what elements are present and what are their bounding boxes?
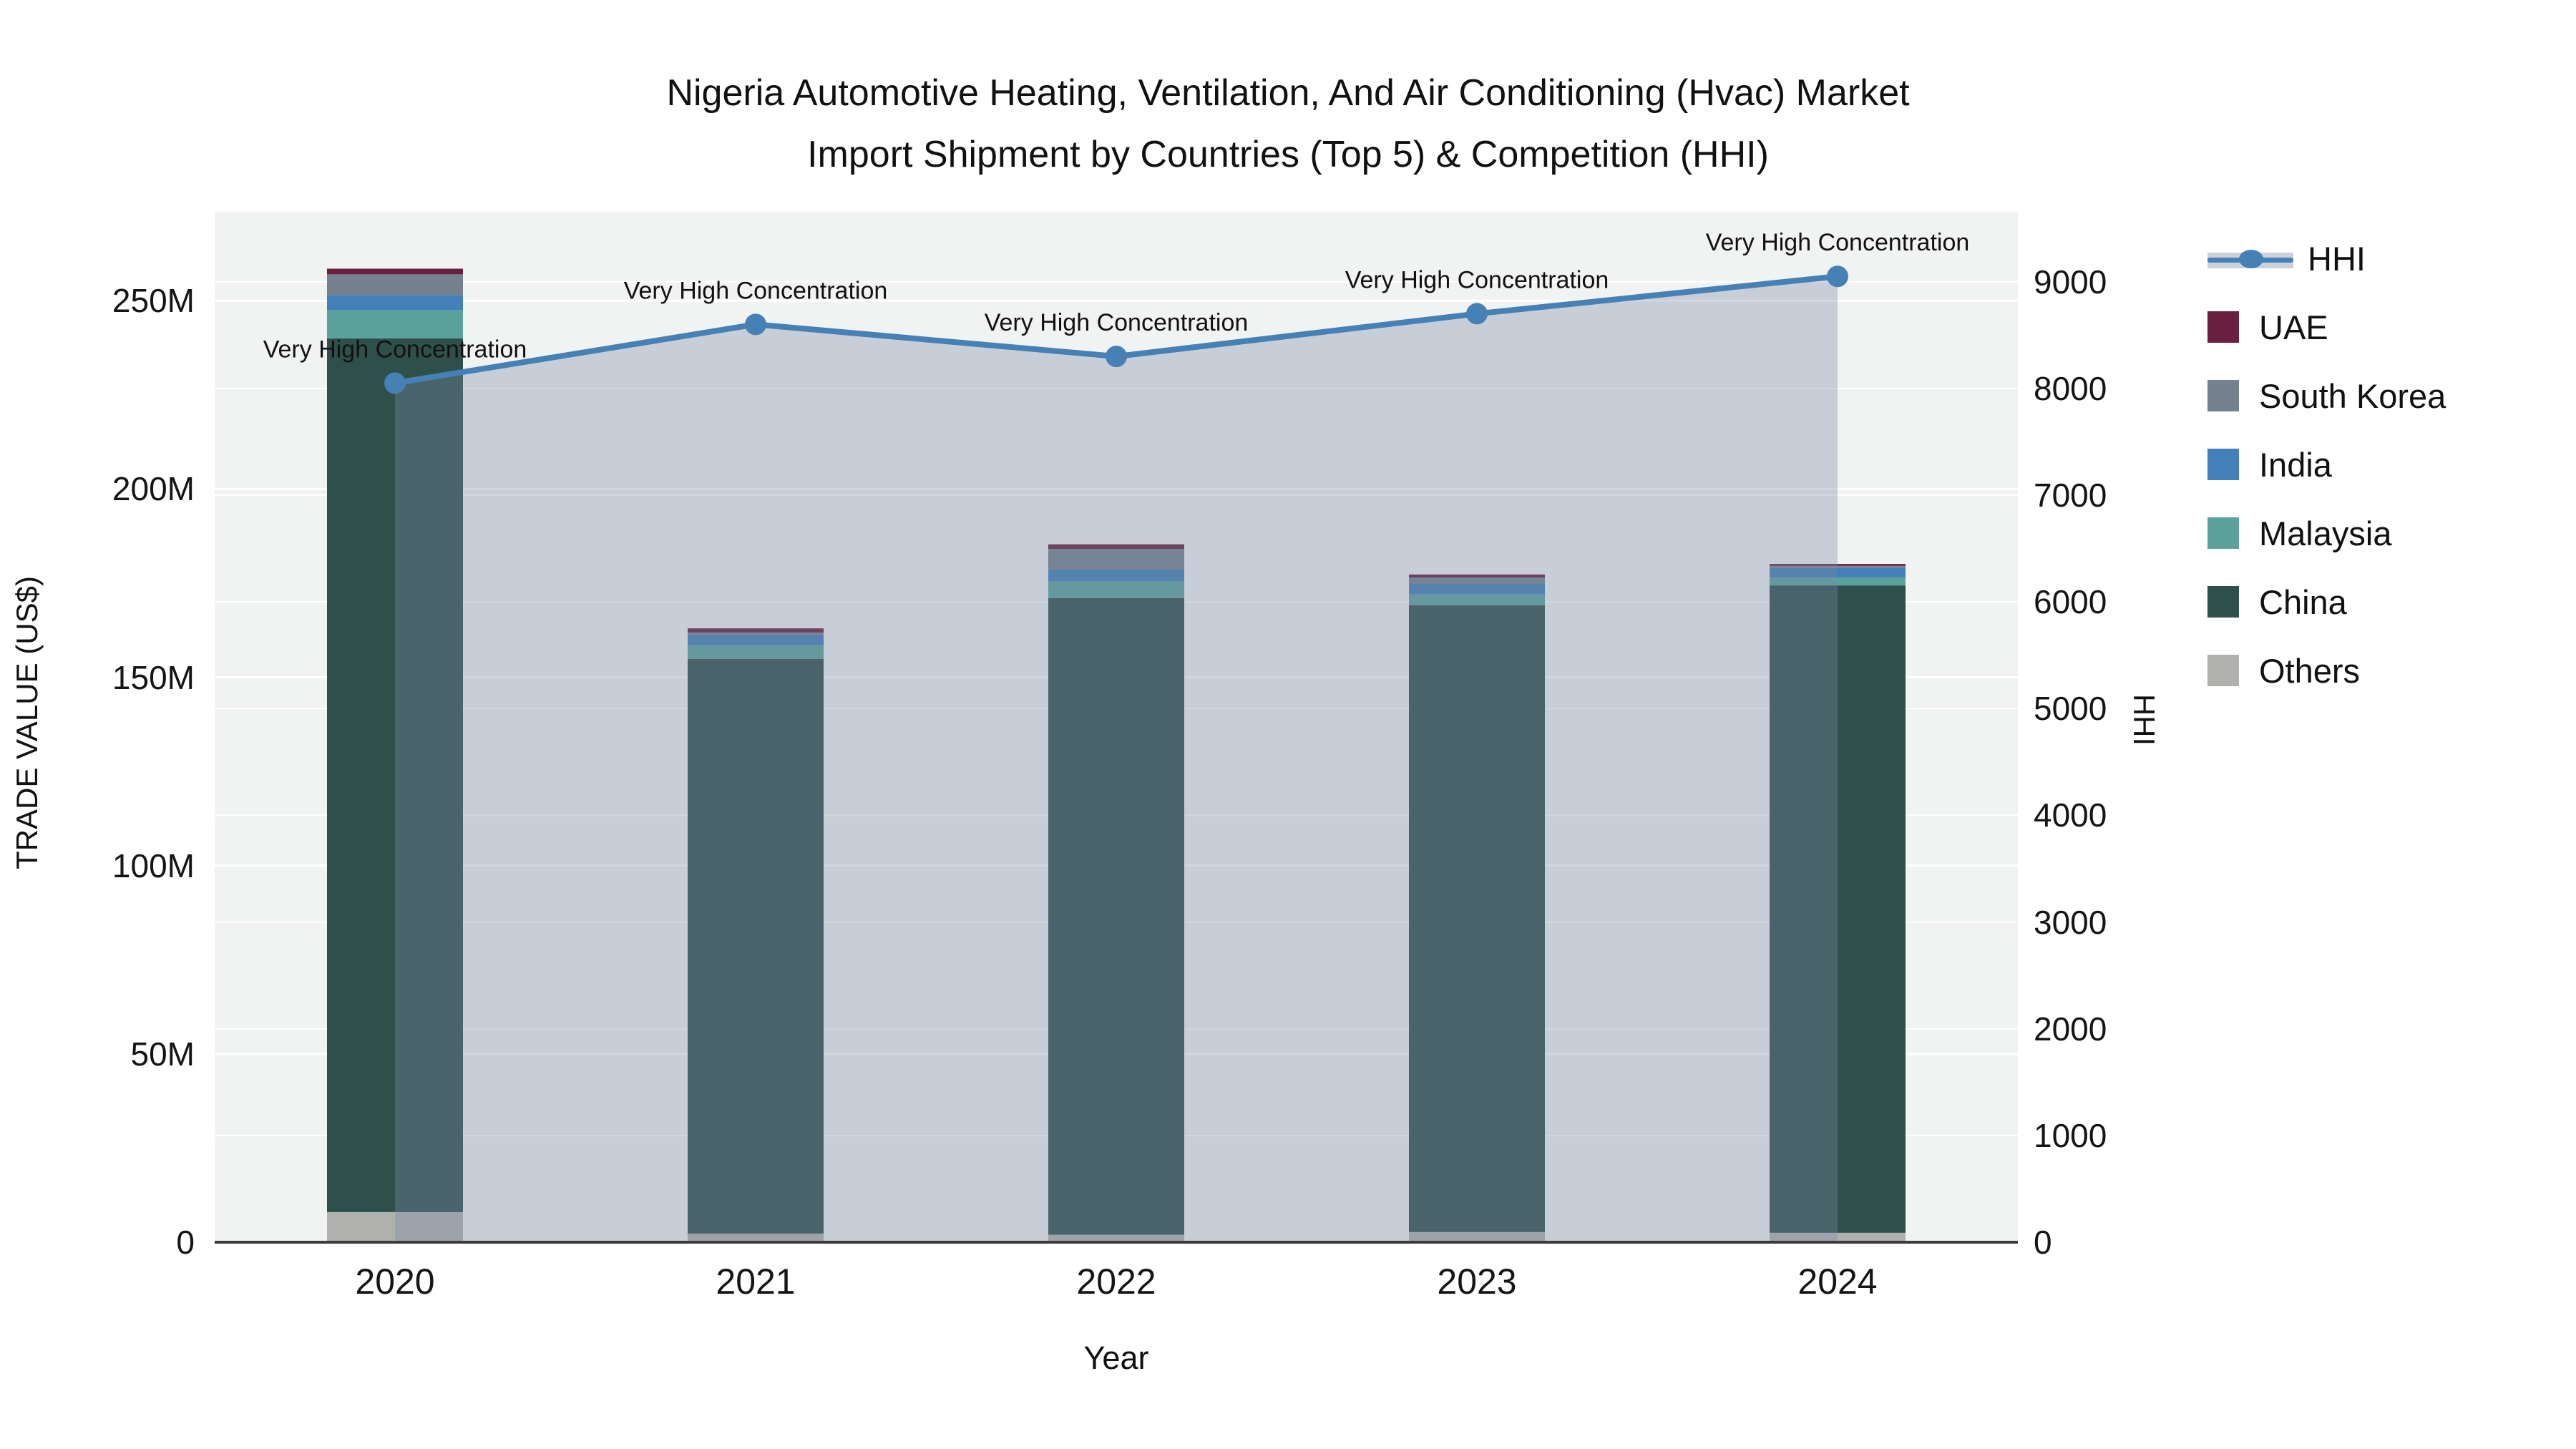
bar-segment-india-2021[interactable] [688,635,824,645]
plot-svg: Very High Concentration Very High Concent… [215,229,2018,1244]
y-right-tick-0: 0 [2034,1224,2052,1261]
hhi-area-fill [395,276,1838,1242]
bar-segment-china-2024[interactable] [1770,585,1906,1233]
bar-segment-others-2023[interactable] [1409,1231,1545,1242]
bar-segment-south-korea-2023[interactable] [1409,577,1545,584]
legend-label: HHI [2308,239,2366,278]
legend-item-malaysia[interactable]: Malaysia [2207,499,2446,567]
bar-segment-others-2020[interactable] [327,1211,463,1242]
y-right-tick-5000: 5000 [2034,690,2107,728]
y-left-tick-50M: 50M [130,1035,195,1073]
legend-swatch-uae [2207,311,2239,343]
y-right-tick-6000: 6000 [2034,583,2107,621]
annotation-2021: Very High Concentration [624,277,888,304]
y-right-tick-2000: 2000 [2034,1010,2107,1048]
y-right-tick-1000: 1000 [2034,1116,2107,1154]
bar-segment-malaysia-2023[interactable] [1409,594,1545,605]
bar-segment-south-korea-2024[interactable] [1770,565,1906,568]
chart-title-line1: Nigeria Automotive Heating, Ventilation,… [666,72,1910,114]
bar-segment-india-2020[interactable] [327,295,463,311]
y-right-tick-8000: 8000 [2034,369,2107,407]
x-tick-2024: 2024 [1797,1262,1878,1302]
legend-swatch-china [2207,586,2239,618]
legend-swatch-south-korea [2207,380,2239,411]
y-right-tick-9000: 9000 [2034,263,2107,301]
legend-label: UAE [2259,308,2328,346]
y-right-tick-3000: 3000 [2034,903,2107,941]
legend-swatch-malaysia [2207,517,2239,549]
hhi-point-2023[interactable] [1466,303,1488,325]
hhi-point-2024[interactable] [1827,265,1848,288]
y-left-tick-100M: 100M [112,847,195,884]
x-tick-2023: 2023 [1437,1262,1517,1302]
legend-item-hhi[interactable]: HHI [2207,224,2446,293]
y-left-tick-250M: 250M [112,282,195,320]
legend-label: Malaysia [2259,514,2392,552]
legend-item-uae[interactable]: UAE [2207,293,2446,361]
bar-segment-uae-2022[interactable] [1048,544,1184,550]
x-tick-2021: 2021 [716,1262,796,1302]
legend-item-south-korea[interactable]: South Korea [2207,361,2446,430]
bar-segment-india-2023[interactable] [1409,584,1545,595]
legend-label: South Korea [2259,376,2446,415]
legend-swatch-others [2207,655,2239,686]
legend-item-india[interactable]: India [2207,430,2446,499]
y-left-tick-0: 0 [176,1224,195,1261]
bar-segment-south-korea-2021[interactable] [688,632,824,635]
bar-segment-malaysia-2020[interactable] [327,310,463,338]
y-right-tick-7000: 7000 [2034,476,2107,514]
y-left-tick-200M: 200M [112,470,195,508]
bar-segment-others-2022[interactable] [1048,1234,1184,1242]
y-right-axis-title: HHI [2127,693,2161,746]
legend-label: Others [2259,651,2361,690]
bar-segment-south-korea-2020[interactable] [327,274,463,296]
y-right-tick-4000: 4000 [2034,796,2107,834]
annotation-2022: Very High Concentration [985,309,1249,336]
x-tick-2020: 2020 [355,1262,435,1302]
bar-segment-others-2021[interactable] [688,1233,824,1242]
bar-segment-uae-2024[interactable] [1770,564,1906,566]
bar-segment-uae-2020[interactable] [327,268,463,275]
chart-title-line2: Import Shipment by Countries (Top 5) & C… [807,134,1769,175]
legend-item-others[interactable]: Others [2207,636,2446,705]
bar-segment-malaysia-2024[interactable] [1770,577,1906,586]
bar-segment-china-2023[interactable] [1409,605,1545,1232]
hhi-point-2020[interactable] [384,372,406,394]
bar-segment-malaysia-2022[interactable] [1048,581,1184,598]
legend-item-china[interactable]: China [2207,567,2446,636]
annotation-2023: Very High Concentration [1345,266,1609,293]
bar-segment-china-2021[interactable] [688,658,824,1234]
legend: HHI UAE South Korea India Malaysia China Other… [2207,224,2446,705]
bar-segment-china-2020[interactable] [327,338,463,1212]
y-left-tick-150M: 150M [112,658,195,696]
annotation-2020: Very High Concentration [263,336,527,363]
legend-label: India [2259,445,2332,484]
bar-segment-india-2024[interactable] [1770,567,1906,578]
x-tick-2022: 2022 [1076,1262,1156,1302]
annotation-2024: Very High Concentration [1706,229,1970,256]
x-axis-title: Year [1083,1340,1149,1376]
legend-swatch-india [2207,449,2239,480]
y-left-axis-title: TRADE VALUE (US$) [10,576,44,869]
bar-segment-china-2022[interactable] [1048,598,1184,1235]
hhi-line-sample-icon [2207,243,2293,274]
bar-segment-south-korea-2022[interactable] [1048,549,1184,570]
hhi-point-2021[interactable] [745,313,766,336]
bar-segment-others-2024[interactable] [1770,1232,1906,1242]
legend-label: China [2259,582,2347,621]
hhi-point-2022[interactable] [1106,346,1127,368]
bar-segment-uae-2021[interactable] [688,628,824,633]
bar-segment-malaysia-2021[interactable] [688,645,824,659]
plot-area: Very High Concentration Very High Concent… [215,212,2018,1244]
bar-segment-india-2022[interactable] [1048,570,1184,582]
bar-segment-uae-2023[interactable] [1409,574,1545,578]
